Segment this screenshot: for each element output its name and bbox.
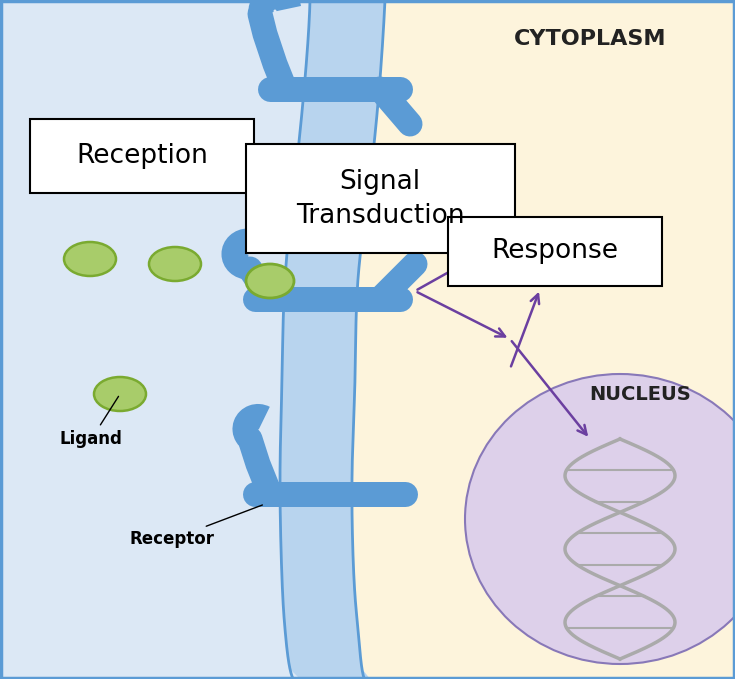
FancyBboxPatch shape <box>246 144 515 253</box>
FancyBboxPatch shape <box>448 217 662 286</box>
Ellipse shape <box>94 132 146 166</box>
Text: Signal
Transduction: Signal Transduction <box>295 169 465 229</box>
Ellipse shape <box>246 264 294 298</box>
Ellipse shape <box>159 142 211 176</box>
Polygon shape <box>280 0 385 679</box>
FancyBboxPatch shape <box>30 119 254 193</box>
Text: CYTOPLASM: CYTOPLASM <box>514 29 666 49</box>
Ellipse shape <box>94 377 146 411</box>
Ellipse shape <box>149 247 201 281</box>
Text: Receptor: Receptor <box>130 505 262 548</box>
Text: Response: Response <box>492 238 618 264</box>
Text: Reception: Reception <box>76 143 208 169</box>
Polygon shape <box>352 0 735 679</box>
Ellipse shape <box>465 374 735 664</box>
Text: NUCLEUS: NUCLEUS <box>589 384 691 403</box>
Text: Ligand: Ligand <box>60 397 123 448</box>
Ellipse shape <box>64 242 116 276</box>
